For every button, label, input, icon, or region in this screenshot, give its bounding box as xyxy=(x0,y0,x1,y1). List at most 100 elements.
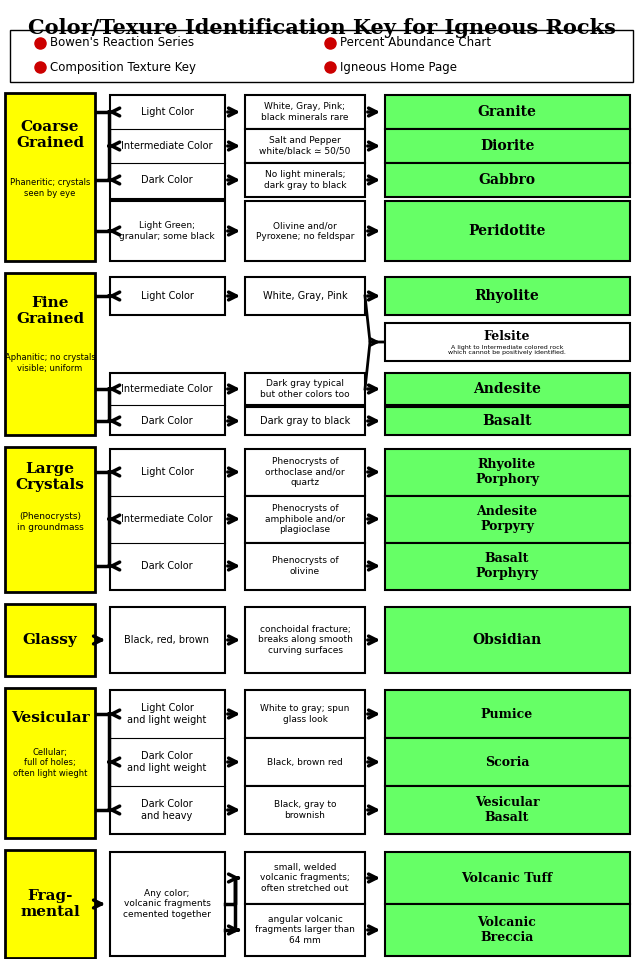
Text: Intermediate Color: Intermediate Color xyxy=(122,514,213,524)
FancyBboxPatch shape xyxy=(245,407,365,435)
Text: Obsidian: Obsidian xyxy=(473,633,541,647)
FancyBboxPatch shape xyxy=(385,449,630,496)
FancyBboxPatch shape xyxy=(385,904,630,956)
Text: Dark Color
and light weight: Dark Color and light weight xyxy=(127,751,206,773)
FancyBboxPatch shape xyxy=(245,690,365,738)
Text: Any color;
volcanic fragments
cemented together: Any color; volcanic fragments cemented t… xyxy=(123,889,211,919)
Text: Phenocrysts of
olivine: Phenocrysts of olivine xyxy=(272,556,338,575)
FancyBboxPatch shape xyxy=(10,30,633,82)
Text: Andesite
Porpyry: Andesite Porpyry xyxy=(476,505,538,533)
FancyBboxPatch shape xyxy=(385,201,630,261)
FancyBboxPatch shape xyxy=(245,786,365,834)
FancyBboxPatch shape xyxy=(385,323,630,361)
Text: Pumice: Pumice xyxy=(481,708,533,720)
FancyBboxPatch shape xyxy=(385,852,630,904)
FancyBboxPatch shape xyxy=(110,852,225,956)
FancyBboxPatch shape xyxy=(110,95,225,199)
Text: Igneous Home Page: Igneous Home Page xyxy=(340,60,457,74)
Text: Light Color: Light Color xyxy=(141,467,194,477)
FancyBboxPatch shape xyxy=(245,95,365,129)
FancyBboxPatch shape xyxy=(110,690,225,834)
FancyBboxPatch shape xyxy=(245,607,365,673)
Text: Intermediate Color: Intermediate Color xyxy=(122,384,213,394)
FancyBboxPatch shape xyxy=(245,277,365,315)
Text: Coarse
Grained: Coarse Grained xyxy=(16,120,84,151)
FancyBboxPatch shape xyxy=(110,277,225,315)
FancyBboxPatch shape xyxy=(385,407,630,435)
Text: Black, gray to
brownish: Black, gray to brownish xyxy=(274,801,336,820)
Text: Rhyolite
Porphory: Rhyolite Porphory xyxy=(475,458,539,486)
Text: Dark Color: Dark Color xyxy=(141,175,193,185)
Text: Light Color: Light Color xyxy=(141,107,194,117)
Text: Light Green;
granular; some black: Light Green; granular; some black xyxy=(119,222,215,241)
Text: Peridotite: Peridotite xyxy=(468,224,546,238)
Text: Dark Color
and heavy: Dark Color and heavy xyxy=(141,799,193,821)
FancyBboxPatch shape xyxy=(385,738,630,786)
Text: angular volcanic
fragments larger than
64 mm: angular volcanic fragments larger than 6… xyxy=(255,915,355,945)
Text: Volcanic Tuff: Volcanic Tuff xyxy=(462,872,552,884)
Text: Intermediate Color: Intermediate Color xyxy=(122,141,213,151)
FancyBboxPatch shape xyxy=(245,496,365,543)
Text: Gabbro: Gabbro xyxy=(478,173,536,187)
FancyBboxPatch shape xyxy=(245,543,365,590)
FancyBboxPatch shape xyxy=(5,688,95,838)
FancyBboxPatch shape xyxy=(385,163,630,197)
Text: conchoidal fracture;
breaks along smooth
curving surfaces: conchoidal fracture; breaks along smooth… xyxy=(258,625,352,655)
FancyBboxPatch shape xyxy=(385,373,630,405)
Text: Andesite: Andesite xyxy=(473,382,541,396)
FancyBboxPatch shape xyxy=(5,273,95,435)
Text: Basalt: Basalt xyxy=(482,414,532,428)
FancyBboxPatch shape xyxy=(245,129,365,163)
FancyBboxPatch shape xyxy=(245,852,365,904)
Text: Diorite: Diorite xyxy=(480,139,534,153)
Text: White to gray; spun
glass look: White to gray; spun glass look xyxy=(260,704,350,724)
Text: Vesicular: Vesicular xyxy=(11,711,89,725)
Text: Black, brown red: Black, brown red xyxy=(267,758,343,766)
FancyBboxPatch shape xyxy=(385,543,630,590)
Text: Large
Crystals: Large Crystals xyxy=(15,462,84,492)
FancyBboxPatch shape xyxy=(245,449,365,496)
Text: Color/Texure Identification Key for Igneous Rocks: Color/Texure Identification Key for Igne… xyxy=(28,18,615,38)
Text: Black, red, brown: Black, red, brown xyxy=(125,635,210,645)
Text: small, welded
volcanic fragments;
often stretched out: small, welded volcanic fragments; often … xyxy=(260,863,350,893)
Text: Cellular;
full of holes;
often light wieght: Cellular; full of holes; often light wie… xyxy=(13,748,87,778)
Text: No light minerals;
dark gray to black: No light minerals; dark gray to black xyxy=(264,171,346,190)
Text: Salt and Pepper
white/black ≃ 50/50: Salt and Pepper white/black ≃ 50/50 xyxy=(259,136,350,155)
Text: Fine
Grained: Fine Grained xyxy=(16,296,84,326)
FancyBboxPatch shape xyxy=(385,277,630,315)
Text: Percent Abundance Chart: Percent Abundance Chart xyxy=(340,36,491,50)
FancyBboxPatch shape xyxy=(385,607,630,673)
Text: Phenocrysts of
amphibole and/or
plagioclase: Phenocrysts of amphibole and/or plagiocl… xyxy=(265,504,345,534)
Text: Light Color: Light Color xyxy=(141,291,194,301)
Text: Basalt
Porphyry: Basalt Porphyry xyxy=(476,552,538,580)
FancyBboxPatch shape xyxy=(385,786,630,834)
Text: Scoria: Scoria xyxy=(485,756,529,768)
Text: Dark Color: Dark Color xyxy=(141,561,193,571)
Text: White, Gray, Pink;
black minerals rare: White, Gray, Pink; black minerals rare xyxy=(261,103,349,122)
FancyBboxPatch shape xyxy=(5,604,95,676)
FancyBboxPatch shape xyxy=(5,850,95,958)
Text: Dark gray to black: Dark gray to black xyxy=(260,416,350,426)
Text: Bowen's Reaction Series: Bowen's Reaction Series xyxy=(50,36,194,50)
Text: Dark Color: Dark Color xyxy=(141,416,193,426)
Text: Dark gray typical
but other colors too: Dark gray typical but other colors too xyxy=(260,380,350,399)
Text: Frag-
mental: Frag- mental xyxy=(20,889,80,919)
FancyBboxPatch shape xyxy=(110,373,225,435)
Text: Rhyolite: Rhyolite xyxy=(475,289,539,303)
FancyBboxPatch shape xyxy=(245,163,365,197)
FancyBboxPatch shape xyxy=(110,449,225,590)
FancyBboxPatch shape xyxy=(5,93,95,261)
FancyBboxPatch shape xyxy=(245,373,365,405)
FancyBboxPatch shape xyxy=(385,129,630,163)
FancyBboxPatch shape xyxy=(110,201,225,261)
FancyBboxPatch shape xyxy=(385,496,630,543)
FancyBboxPatch shape xyxy=(245,904,365,956)
Text: (Phenocrysts)
in groundmass: (Phenocrysts) in groundmass xyxy=(17,512,84,531)
Text: Vesicular
Basalt: Vesicular Basalt xyxy=(475,796,539,824)
FancyBboxPatch shape xyxy=(5,447,95,592)
FancyBboxPatch shape xyxy=(245,738,365,786)
FancyBboxPatch shape xyxy=(385,95,630,129)
FancyBboxPatch shape xyxy=(110,607,225,673)
Text: Granite: Granite xyxy=(478,105,536,119)
Text: Aphanitic; no crystals
visible; uniform: Aphanitic; no crystals visible; uniform xyxy=(5,353,95,373)
